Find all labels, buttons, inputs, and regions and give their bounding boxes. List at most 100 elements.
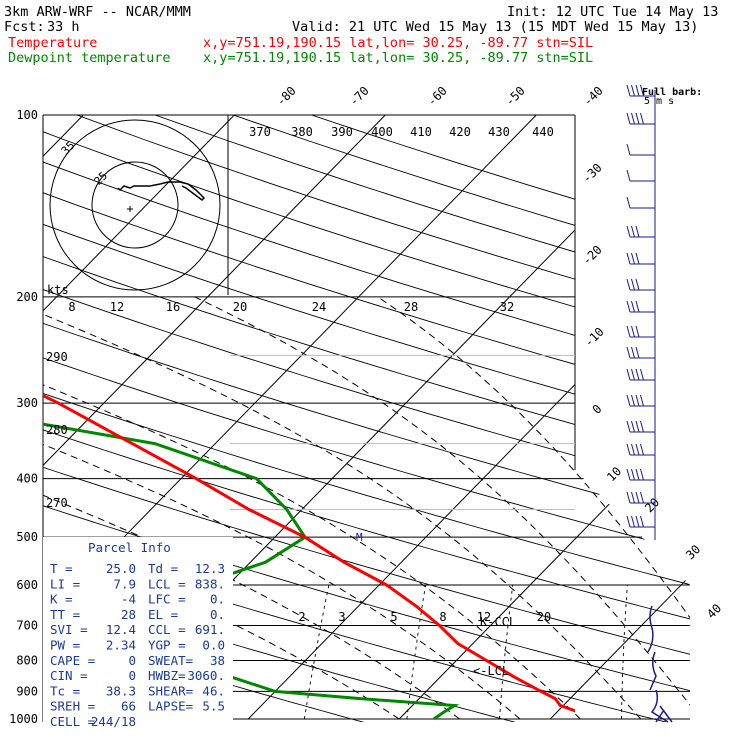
- isotherm-label: -30: [580, 161, 605, 186]
- fcst-value: 33 h: [47, 19, 80, 35]
- header: 3km ARW-WRF -- NCAR/MMM Init: 12 UTC Tue…: [4, 4, 718, 107]
- mixing-ratio-line: [303, 584, 330, 720]
- parcel-info-cell: 66: [121, 699, 136, 714]
- hodograph-outer-ring: [49, 119, 221, 291]
- parcel-info-cell: 691.: [195, 622, 225, 637]
- parcel-info-cell: 38: [210, 653, 225, 668]
- isotherm-label: -20: [580, 243, 605, 268]
- wind-barb: [626, 225, 655, 238]
- dry-adiabat: [43, 115, 690, 722]
- barb-unit: 5 m s: [644, 96, 674, 107]
- parcel-info-cell: 12.4: [106, 622, 136, 637]
- init-time: Init: 12 UTC Tue 14 May 13: [507, 4, 718, 20]
- dry-adiabat: [43, 115, 690, 722]
- parcel-info-cell: 46.: [202, 683, 225, 698]
- wind-barb: [626, 169, 655, 182]
- parcel-info-cell: LAPSE=: [148, 699, 193, 714]
- parcel-info-cell: 838.: [195, 576, 225, 591]
- theta-label: 440: [532, 125, 554, 139]
- parcel-info-cell: T =: [50, 561, 73, 576]
- theta-e-label: 12: [110, 300, 124, 314]
- dry-adiabat: [43, 115, 399, 722]
- parcel-info-cell: 2.34: [106, 638, 136, 653]
- parcel-info-cell: SWEAT=: [148, 653, 193, 668]
- wind-barb: [626, 112, 655, 125]
- mixing-ratio-label: 5: [390, 610, 397, 624]
- fcst-label: Fcst:: [4, 19, 45, 35]
- wind-barb: [626, 515, 655, 528]
- isotherm: [701, 115, 740, 719]
- parcel-info-cell: 5.5: [202, 699, 225, 714]
- wind-barb: [626, 443, 655, 456]
- dry-adiabat: [43, 115, 690, 722]
- wind-barb: [626, 491, 655, 504]
- parcel-info-cell: 0.: [210, 607, 225, 622]
- parcel-info-cell: CAPE =: [50, 653, 95, 668]
- isotherm: [398, 115, 690, 720]
- temperature-location: x,y=751.19,190.15 lat,lon= 30.25, -89.77…: [203, 35, 593, 51]
- parcel-info-cell: LI =: [50, 576, 80, 591]
- isotherm-label: -60: [425, 84, 450, 109]
- mixing-ratio-label: 3: [338, 610, 345, 624]
- theta-label: 370: [249, 125, 271, 139]
- isotherm-label: -40: [581, 84, 606, 109]
- annotations: K-CCL <-LCL M: [356, 531, 516, 678]
- mixing-ratio-line: [499, 584, 514, 720]
- wind-barb: [626, 84, 655, 97]
- hodograph-ring-label: 35: [59, 139, 78, 158]
- theta-label: 430: [488, 125, 510, 139]
- parcel-info-cell: CELL =: [50, 714, 95, 729]
- parcel-info-cell: YGP =: [148, 638, 186, 653]
- theta-label: 420: [449, 125, 471, 139]
- parcel-info-cell: CCL =: [148, 622, 186, 637]
- isotherm-label: -50: [503, 84, 528, 109]
- wind-barbs: [626, 84, 673, 723]
- pressure-tick-label: 900: [16, 684, 38, 698]
- left-theta-label: 270: [46, 496, 68, 510]
- parcel-info-cell: HWBZ=: [148, 668, 186, 683]
- wind-barb: [626, 325, 655, 338]
- wind-barb: [626, 368, 655, 381]
- mixing-ratio-label: 12: [477, 610, 491, 624]
- parcel-info-cell: 3060.: [187, 668, 225, 683]
- parcel-info-cell: TT =: [50, 607, 80, 622]
- dry-adiabat: [311, 115, 690, 722]
- theta-e-unit: kts: [47, 283, 69, 297]
- isotherm-label: -70: [347, 84, 372, 109]
- left-theta-label: 280: [46, 423, 68, 437]
- parcel-info-cell: LFC =: [148, 592, 186, 607]
- parcel-info-cell: 7.9: [113, 576, 136, 591]
- dry-adiabat: [43, 115, 690, 722]
- dewpoint-location: x,y=751.19,190.15 lat,lon= 30.25, -89.77…: [203, 50, 593, 66]
- wind-barb: [626, 300, 655, 313]
- ccl-annotation: K-CCL: [480, 615, 516, 629]
- temperature-profile: [43, 393, 575, 713]
- isotherm-label: 40: [704, 601, 724, 621]
- dry-adiabat: [233, 115, 690, 722]
- parcel-info-cell: Td =: [148, 561, 178, 576]
- isotherm-label: 10: [604, 464, 624, 484]
- dewpoint-legend: Dewpoint temperature: [8, 50, 171, 66]
- pressure-tick-label: 500: [16, 530, 38, 544]
- left-theta-label: 290: [46, 350, 68, 364]
- parcel-info-cell: SHEAR=: [148, 683, 193, 698]
- theta-e-label: 16: [166, 300, 180, 314]
- wind-barb: [626, 278, 655, 291]
- parcel-info-cell: 12.3: [195, 561, 225, 576]
- parcel-info-cell: PW =: [50, 638, 80, 653]
- isotherm: [43, 115, 235, 720]
- wind-barb: [626, 468, 655, 481]
- pressure-tick-label: 400: [16, 472, 38, 486]
- dry-adiabat: [43, 115, 552, 722]
- theta-e-label: 20: [233, 300, 247, 314]
- wind-barb: [626, 346, 655, 359]
- parcel-info-cell: 0: [128, 668, 136, 683]
- parcel-info-cell: CIN =: [50, 668, 88, 683]
- lcl-annotation: <-LCL: [473, 664, 509, 678]
- mixing-ratio-label: 8: [439, 610, 446, 624]
- temperature-legend: Temperature: [8, 35, 97, 51]
- wind-barb: [626, 252, 655, 265]
- wind-barb: [626, 420, 655, 433]
- pressure-tick-label: 200: [16, 290, 38, 304]
